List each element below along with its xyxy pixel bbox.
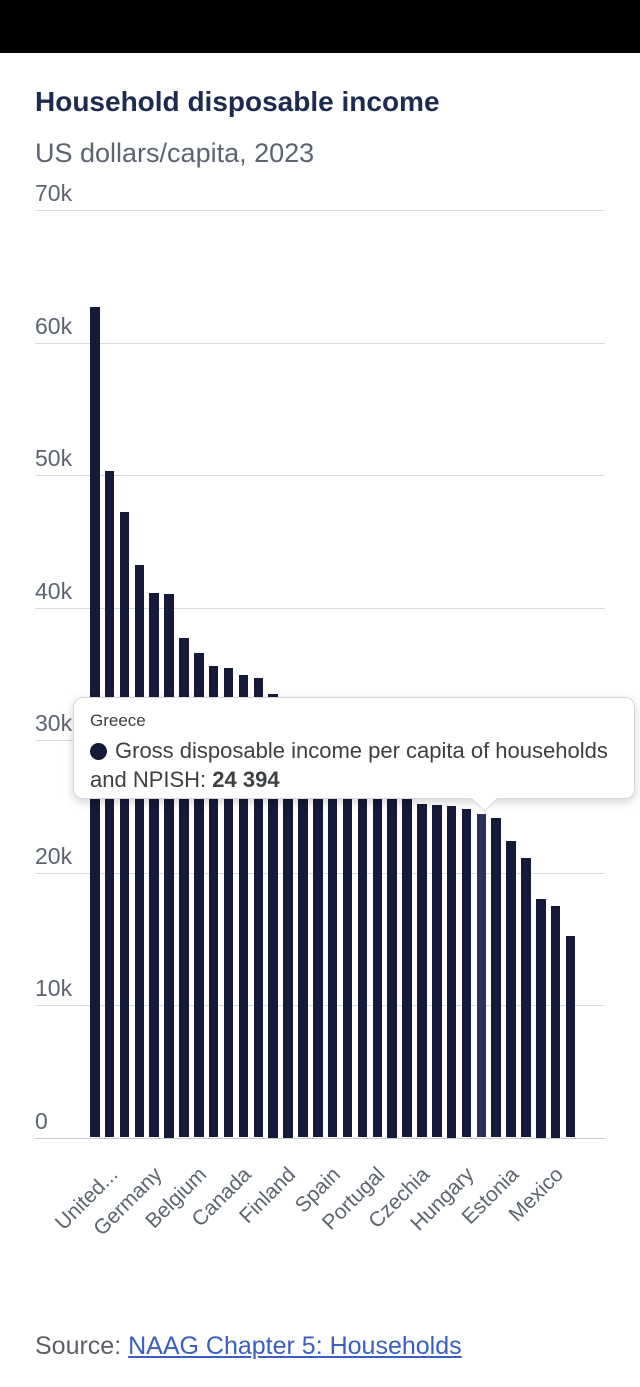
bar[interactable] bbox=[521, 857, 531, 1138]
y-axis-tick-label: 50k bbox=[35, 445, 73, 471]
y-axis-tick-label: 70k bbox=[35, 180, 73, 206]
bar[interactable] bbox=[402, 789, 412, 1138]
bar[interactable] bbox=[194, 652, 204, 1138]
source-line: Source: NAAG Chapter 5: Households bbox=[35, 1332, 462, 1361]
bar[interactable] bbox=[565, 936, 576, 1138]
chart-subtitle: US dollars/capita, 2023 bbox=[35, 138, 315, 168]
source-prefix: Source: bbox=[35, 1332, 129, 1360]
y-axis-tick-label: 10k bbox=[35, 975, 73, 1001]
bar[interactable] bbox=[164, 594, 174, 1138]
tooltip-country: Greece bbox=[90, 711, 146, 730]
gridline bbox=[35, 342, 605, 344]
y-axis-tick-label: 60k bbox=[35, 312, 73, 339]
y-axis-tick-label: 30k bbox=[35, 710, 73, 736]
bar[interactable] bbox=[387, 779, 397, 1138]
gridline bbox=[35, 475, 605, 476]
bar-highlighted[interactable] bbox=[476, 814, 487, 1138]
bar[interactable] bbox=[283, 706, 293, 1138]
y-axis-tick-label: 40k bbox=[35, 577, 73, 604]
bar[interactable] bbox=[372, 770, 383, 1138]
bar[interactable] bbox=[550, 905, 561, 1138]
series-marker-icon bbox=[90, 743, 107, 760]
tooltip: Greece Gross disposable income per capit… bbox=[73, 697, 635, 812]
bar[interactable] bbox=[491, 818, 501, 1138]
bar[interactable] bbox=[179, 637, 189, 1138]
bar[interactable] bbox=[357, 761, 368, 1138]
source-link[interactable]: NAAG Chapter 5: Households bbox=[128, 1332, 462, 1360]
bar[interactable] bbox=[223, 668, 234, 1138]
tooltip-value: 24 394 bbox=[212, 767, 280, 792]
bar[interactable] bbox=[313, 730, 323, 1138]
tooltip-body: Gross disposable income per capita of ho… bbox=[90, 736, 616, 794]
bar[interactable] bbox=[104, 471, 115, 1138]
bar[interactable] bbox=[342, 751, 353, 1138]
gridline bbox=[35, 1137, 605, 1139]
bar[interactable] bbox=[327, 741, 338, 1138]
bar[interactable] bbox=[149, 592, 159, 1138]
bar[interactable] bbox=[208, 665, 219, 1138]
bar[interactable] bbox=[446, 806, 457, 1138]
bar[interactable] bbox=[268, 693, 278, 1138]
bar[interactable] bbox=[417, 803, 427, 1138]
chart-title: Household disposable income bbox=[35, 86, 440, 117]
bar[interactable] bbox=[253, 677, 264, 1138]
gridline bbox=[35, 210, 605, 211]
y-axis-tick-label: 20k bbox=[35, 842, 73, 869]
bar[interactable] bbox=[238, 675, 249, 1138]
bar[interactable] bbox=[134, 565, 145, 1138]
y-axis-tick-label: 0 bbox=[35, 1107, 48, 1134]
bar[interactable] bbox=[432, 804, 442, 1138]
bar[interactable] bbox=[536, 899, 546, 1138]
bar[interactable] bbox=[461, 808, 472, 1138]
tooltip-series-label: Gross disposable income per capita of ho… bbox=[90, 738, 608, 792]
status-bar bbox=[0, 0, 640, 53]
bar[interactable] bbox=[506, 840, 516, 1138]
gridline bbox=[35, 607, 605, 609]
bar[interactable] bbox=[119, 512, 130, 1138]
bar[interactable] bbox=[298, 718, 308, 1138]
